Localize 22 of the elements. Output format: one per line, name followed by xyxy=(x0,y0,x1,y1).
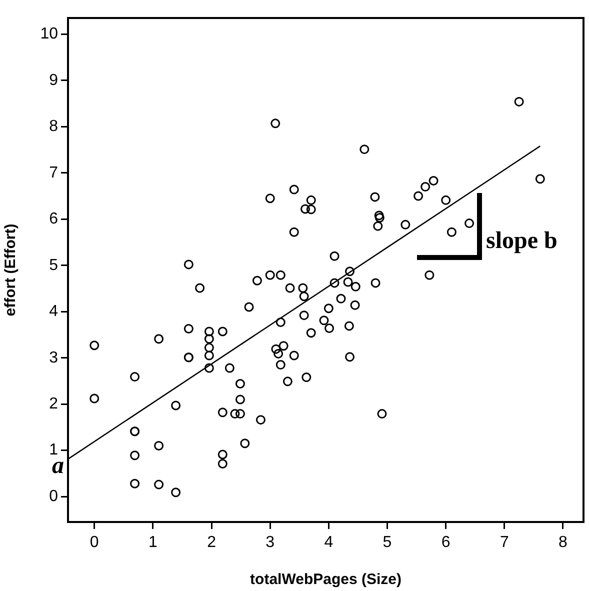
x-axis-title: totalWebPages (Size) xyxy=(250,571,402,588)
y-tick-label: 7 xyxy=(49,164,58,182)
y-tick-label: 3 xyxy=(49,349,58,366)
x-tick-label: 5 xyxy=(382,534,392,552)
x-tick-label: 2 xyxy=(207,534,216,552)
annotation: slope b xyxy=(486,228,558,254)
x-tick-label: 7 xyxy=(500,534,509,552)
y-tick-label: 5 xyxy=(49,256,58,274)
x-tick-label: 6 xyxy=(441,534,450,552)
x-tick-label: 0 xyxy=(90,534,99,552)
x-tick-label: 4 xyxy=(324,534,334,552)
x-tick-label: 3 xyxy=(266,534,275,552)
y-tick-label: 4 xyxy=(49,303,58,320)
y-tick-label: 9 xyxy=(49,72,58,89)
x-tick-label: 8 xyxy=(558,534,568,552)
y-axis-title: effort (Effort) xyxy=(2,224,20,316)
y-tick-label: 8 xyxy=(49,118,58,136)
y-tick-label: 10 xyxy=(40,26,58,43)
y-tick-label: 0 xyxy=(49,488,58,505)
y-tick-label: 6 xyxy=(49,210,58,228)
x-tick-label: 1 xyxy=(148,534,158,552)
y-tick-label: 2 xyxy=(49,396,58,412)
